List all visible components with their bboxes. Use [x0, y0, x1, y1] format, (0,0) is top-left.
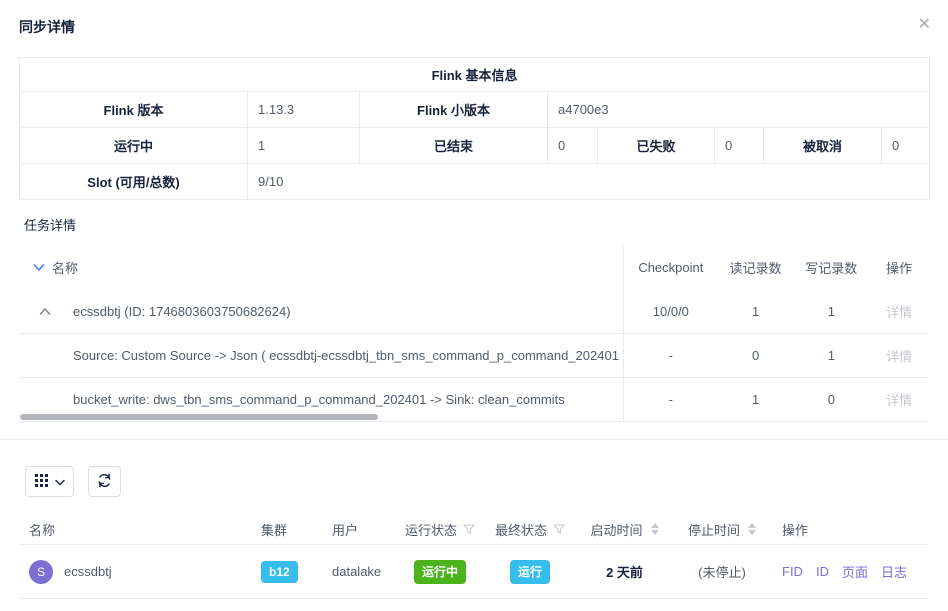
- filter-funnel-icon[interactable]: [553, 523, 565, 535]
- start-time-cell: 2 天前: [606, 565, 643, 580]
- chevron-down-icon: [54, 474, 65, 489]
- column-header-stop-time: 停止时间: [673, 520, 771, 539]
- actions-cell: FID ID 页面 日志: [771, 562, 929, 581]
- column-settings-button[interactable]: [25, 466, 74, 497]
- failed-value: 0: [714, 127, 764, 164]
- finished-value: 0: [547, 127, 598, 164]
- checkpoint-value: 10/0/0: [652, 303, 689, 319]
- task-table-header: 名称 Checkpoint 读记录数 写记录数 操作: [19, 246, 929, 289]
- sort-icon[interactable]: [748, 523, 756, 535]
- column-header-read-records: 读记录数: [729, 261, 782, 276]
- flink-info-table: Flink 基本信息 Flink 版本 1.13.3 Flink 小版本 a47…: [18, 57, 931, 200]
- sort-icon[interactable]: [650, 523, 659, 535]
- log-link[interactable]: 日志: [880, 565, 907, 580]
- fid-link[interactable]: FID: [782, 564, 803, 579]
- column-header-name: 名称: [29, 522, 56, 538]
- section-divider: [0, 439, 948, 440]
- filter-funnel-icon[interactable]: [463, 523, 475, 535]
- jobs-table-header: 名称 集群 用户 运行状态 最终状态 启动时间 停止时间: [19, 514, 929, 545]
- task-tree-table: 名称 Checkpoint 读记录数 写记录数 操作 ecssdbtj (ID:…: [19, 246, 929, 422]
- slot-value: 9/10: [246, 163, 931, 200]
- flink-version-value: 1.13.3: [247, 91, 360, 128]
- checkpoint-value: -: [668, 348, 674, 363]
- running-label: 运行中: [19, 127, 248, 164]
- run-status-cell: 运行中: [396, 559, 484, 584]
- page-link[interactable]: 页面: [841, 565, 868, 580]
- id-link[interactable]: ID: [815, 564, 829, 579]
- details-link[interactable]: 详情: [886, 349, 913, 364]
- jobs-toolbar: [0, 440, 948, 497]
- column-header-run-status: 运行状态: [396, 520, 484, 539]
- flink-minor-version-label: Flink 小版本: [359, 91, 548, 128]
- column-header-start-time: 启动时间: [576, 520, 673, 539]
- cluster-badge: b12: [261, 560, 298, 583]
- column-header-checkpoint: Checkpoint: [638, 260, 704, 275]
- collapse-row-chevron-up-icon[interactable]: [39, 307, 51, 316]
- column-header-cluster: 集群: [261, 522, 288, 538]
- job-name-cell: S ecssdbtj: [19, 559, 260, 584]
- column-header-write-records: 写记录数: [805, 261, 858, 276]
- horizontal-scrollbar[interactable]: [20, 414, 378, 420]
- column-header-actions: 操作: [782, 522, 809, 538]
- job-name: ecssdbtj: [64, 564, 112, 579]
- cancelled-value: 0: [880, 127, 931, 164]
- table-row: ecssdbtj (ID: 1746803603750682624) 10/0/…: [19, 289, 929, 333]
- modal-header: 同步详情 ✕: [0, 0, 948, 57]
- write-records-value: 0: [827, 392, 835, 407]
- column-header-name: 名称: [52, 261, 79, 276]
- details-link[interactable]: 详情: [886, 393, 913, 408]
- refresh-button[interactable]: [88, 466, 121, 497]
- jobs-table: 名称 集群 用户 运行状态 最终状态 启动时间 停止时间: [19, 514, 929, 599]
- column-header-actions: 操作: [886, 261, 913, 276]
- table-row: Source: Custom Source -> Json ( ecssdbtj…: [19, 333, 929, 377]
- modal-title: 同步详情: [19, 19, 75, 35]
- job-name: ecssdbtj (ID: 1746803603750682624): [73, 303, 291, 319]
- flink-version-label: Flink 版本: [19, 91, 248, 128]
- column-header-user: 用户: [332, 522, 359, 538]
- flink-info-header: Flink 基本信息: [18, 57, 931, 92]
- write-records-value: 1: [827, 348, 835, 363]
- subtask-name: Source: Custom Source -> Json ( ecssdbtj…: [73, 348, 623, 363]
- cancelled-label: 被取消: [763, 127, 882, 164]
- stop-time-cell: (未停止): [698, 565, 746, 580]
- refresh-icon: [97, 473, 112, 491]
- final-status-badge: 运行: [509, 559, 550, 584]
- finished-label: 已结束: [359, 127, 548, 164]
- grid-icon: [34, 473, 48, 490]
- user-cell: datalake: [332, 564, 382, 579]
- details-link[interactable]: 详情: [886, 304, 913, 320]
- task-details-section-title: 任务详情: [24, 218, 77, 233]
- flink-minor-version-value: a4700e3: [546, 91, 931, 128]
- read-records-value: 1: [751, 392, 760, 407]
- close-icon[interactable]: ✕: [917, 14, 931, 33]
- final-status-cell: 运行: [484, 559, 576, 584]
- write-records-value: 1: [827, 303, 835, 319]
- checkpoint-value: -: [668, 392, 674, 407]
- table-row: S ecssdbtj b12 datalake 运行中 运行 2 天前 (未停止…: [19, 545, 929, 599]
- read-records-value: 0: [751, 348, 760, 363]
- column-header-final-status: 最终状态: [484, 520, 576, 539]
- failed-label: 已失败: [597, 127, 715, 164]
- expand-all-chevron-down-icon[interactable]: [33, 263, 45, 272]
- read-records-value: 1: [751, 303, 760, 319]
- run-status-badge: 运行中: [413, 559, 466, 584]
- cluster-cell: b12: [260, 560, 322, 583]
- avatar: S: [29, 559, 53, 584]
- slot-label: Slot (可用/总数): [19, 163, 248, 200]
- running-value: 1: [247, 127, 360, 164]
- subtask-name: bucket_write: dws_tbn_sms_command_p_comm…: [73, 392, 565, 407]
- table-row: bucket_write: dws_tbn_sms_command_p_comm…: [19, 377, 929, 421]
